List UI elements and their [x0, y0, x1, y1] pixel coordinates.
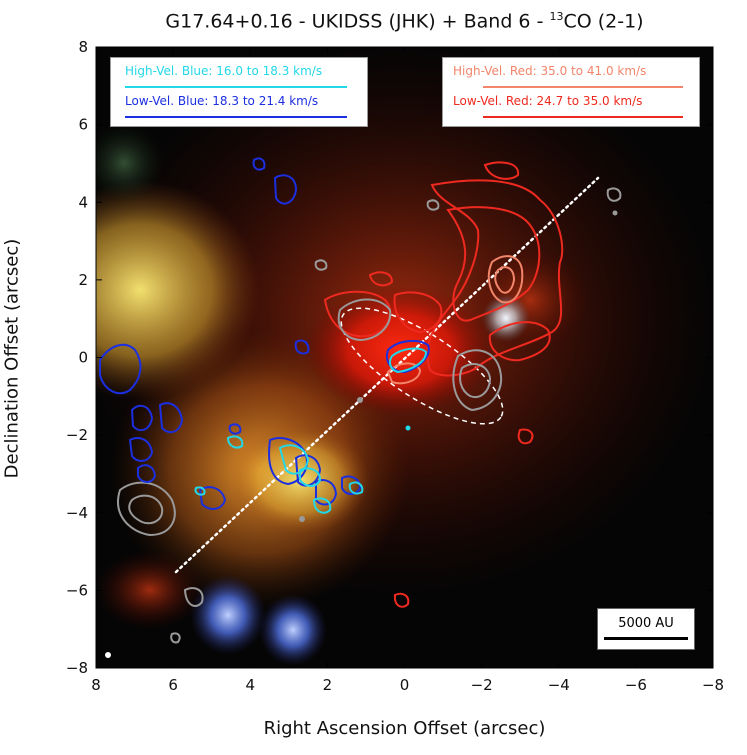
y-tick-label: 2	[78, 271, 88, 289]
legend-low-vel-blue-swatch	[125, 116, 347, 118]
scale-bar: 5000 AU	[597, 608, 695, 650]
red-high-contours	[386, 255, 524, 385]
figure-title: G17.64+0.16 - UKIDSS (JHK) + Band 6 - 13…	[165, 10, 644, 33]
x-tick-label: 4	[245, 676, 255, 694]
continuum-contours	[117, 187, 622, 644]
x-tick-label: −8	[702, 676, 724, 694]
source-marker	[299, 516, 305, 522]
legend-blue: High-Vel. Blue: 16.0 to 18.3 km/s Low-Ve…	[110, 57, 368, 127]
outflow-axis	[174, 176, 600, 574]
y-tick-label: −2	[66, 426, 88, 444]
y-tick-label: −8	[66, 659, 88, 677]
legend-low-vel-red-swatch	[483, 116, 683, 118]
legend-high-vel-red-swatch	[483, 86, 683, 88]
y-tick-label: 8	[78, 38, 88, 56]
x-tick-label: 2	[323, 676, 333, 694]
legend-low-vel-blue: Low-Vel. Blue: 18.3 to 21.4 km/s	[125, 94, 319, 108]
x-tick-label: 6	[168, 676, 178, 694]
x-tick-label: −4	[548, 676, 570, 694]
y-tick-label: 4	[78, 193, 88, 211]
y-tick-label: −6	[66, 581, 88, 599]
y-tick-label: 6	[78, 116, 88, 134]
x-tick-label: 8	[91, 676, 101, 694]
legend-high-vel-blue: High-Vel. Blue: 16.0 to 18.3 km/s	[125, 64, 323, 78]
ukidss-jhk-image	[96, 47, 713, 666]
y-tick-label: 0	[78, 349, 88, 367]
legend-high-vel-red: High-Vel. Red: 35.0 to 41.0 km/s	[453, 64, 647, 78]
source-marker	[357, 397, 363, 403]
red-low-contours	[323, 161, 564, 608]
legend-red: High-Vel. Red: 35.0 to 41.0 km/s Low-Vel…	[442, 57, 700, 127]
legend-high-vel-blue-swatch	[125, 86, 347, 88]
source-marker	[612, 210, 618, 216]
x-tick-label: −2	[471, 676, 493, 694]
y-axis-label: Declination Offset (arcsec)	[1, 238, 23, 479]
legend-low-vel-red: Low-Vel. Red: 24.7 to 35.0 km/s	[453, 94, 643, 108]
core-ellipse	[340, 307, 504, 425]
scale-bar-line	[604, 637, 688, 640]
x-tick-label: 0	[400, 676, 410, 694]
y-tick-label: −4	[66, 504, 88, 522]
source-marker	[105, 652, 111, 658]
blue-high-contours	[194, 347, 428, 514]
source-marker	[405, 425, 411, 431]
x-axis-label: Right Ascension Offset (arcsec)	[263, 718, 546, 739]
contours	[99, 157, 622, 658]
x-tick-label: −6	[625, 676, 647, 694]
scale-bar-label: 5000 AU	[618, 616, 674, 631]
